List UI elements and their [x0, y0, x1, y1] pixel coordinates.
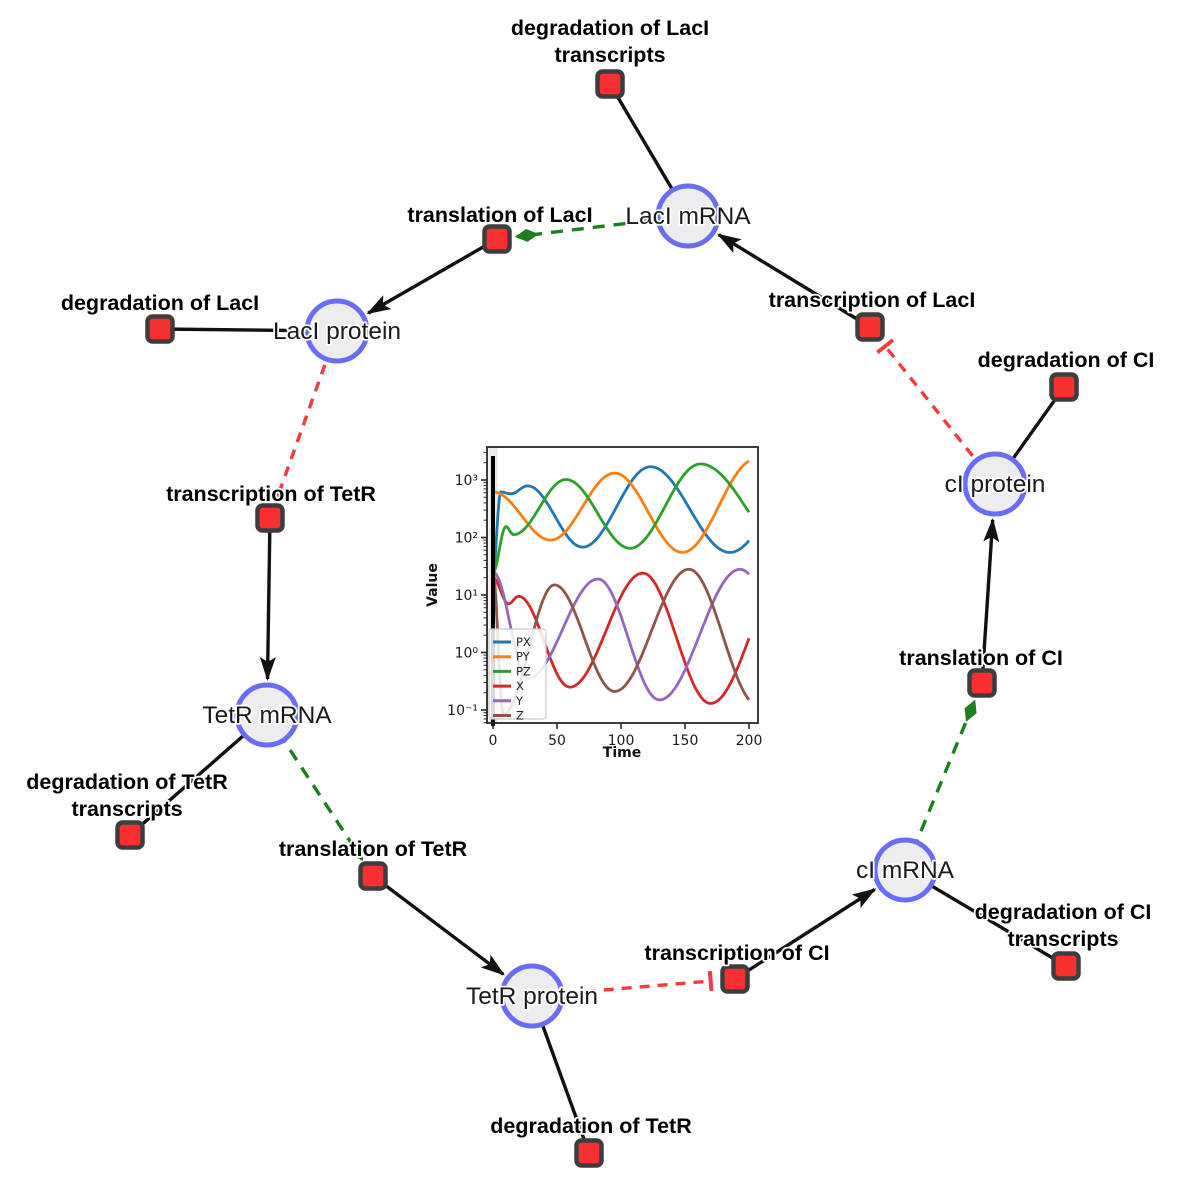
- chart-x-tick-label-0: 0: [489, 733, 498, 749]
- legend-box: [488, 628, 547, 720]
- chart-curve-Z: [491, 567, 751, 716]
- edge-inhibition-laci-protein-to-transcription-tetr: [268, 330, 339, 501]
- reaction-label-transcription-laci-line0: transcription of LacI: [769, 288, 976, 312]
- edge-product-translation-laci-to-laci-protein: [366, 237, 498, 315]
- reaction-node-translation-laci[interactable]: [482, 224, 512, 254]
- reaction-label-transcription-ci-line0: transcription of CI: [644, 941, 829, 965]
- chart-curve-X: [492, 571, 751, 705]
- reaction-node-deg-laci[interactable]: [145, 314, 175, 344]
- reaction-node-deg-ci[interactable]: [1049, 372, 1079, 402]
- chart-x-tick-label-1: 50: [548, 733, 566, 749]
- chart-x-tick-label-4: 200: [736, 733, 763, 749]
- reaction-label-translation-laci-line0: translation of LacI: [407, 203, 592, 227]
- edge-product-translation-ci-to-ci-protein: [980, 517, 1000, 684]
- labels-layer: LacI mRNA LacI protein TetR mRNA TetR prote…: [25, 14, 1157, 1140]
- chart-y-tick-label-2: 10¹: [455, 588, 478, 604]
- chart-curve-PY: [492, 459, 750, 554]
- reaction-label-deg-laci-transcripts-line0: degradation of LacI: [511, 16, 709, 40]
- species-label-laci-mrna: LacI mRNA: [625, 203, 751, 230]
- legend-item-X: X: [516, 679, 524, 693]
- species-label-laci-protein: LacI protein: [273, 318, 401, 345]
- reaction-node-translation-ci[interactable]: [967, 668, 997, 698]
- legend-item-PZ: PZ: [516, 664, 531, 678]
- species-node-tetr-mrna[interactable]: [234, 682, 300, 748]
- reaction-node-deg-tetr-transcripts[interactable]: [115, 820, 145, 850]
- reaction-label-deg-ci-transcripts-line0: degradation of CI: [975, 900, 1152, 924]
- chart-axes-box: [486, 446, 759, 724]
- legend-item-Z: Z: [516, 709, 524, 723]
- reaction-node-transcription-tetr[interactable]: [255, 503, 285, 533]
- species-label-tetr-protein: TetR protein: [466, 983, 598, 1010]
- edge-inhibition-tetr-protein-to-transcription-ci: [531, 970, 714, 998]
- legend-item-PX: PX: [516, 635, 531, 649]
- edge-product-translation-tetr-to-tetr-protein: [371, 874, 505, 976]
- species-label-tetr-mrna: TetR mRNA: [202, 702, 332, 729]
- chart-y-tick-label-0: 10⁻¹: [447, 703, 478, 719]
- edge-product-transcription-tetr-to-tetr-mrna: [259, 517, 276, 681]
- reaction-label-deg-tetr-line0: degradation of TetR: [490, 1114, 692, 1138]
- reaction-label-deg-tetr-transcripts-line0: degradation of TetR: [26, 770, 228, 794]
- species-node-laci-mrna[interactable]: [655, 183, 721, 249]
- reaction-node-transcription-ci[interactable]: [720, 964, 750, 994]
- reaction-label-translation-ci-line0: translation of CI: [899, 646, 1063, 670]
- reaction-node-deg-tetr[interactable]: [574, 1138, 604, 1168]
- reaction-label-deg-ci-transcripts-line1: transcripts: [1007, 927, 1118, 951]
- edge-inhibition-ci-protein-to-transcription-laci: [876, 338, 997, 486]
- chart-x-tick-label-2: 100: [608, 733, 635, 749]
- chart-y-axis-label: Value: [425, 563, 441, 607]
- chart-y-tick-label-3: 10²: [455, 531, 478, 547]
- nodes-layer: [115, 69, 1081, 1168]
- reaction-label-deg-ci-line0: degradation of CI: [978, 348, 1155, 372]
- edge-product-transcription-laci-to-laci-mrna: [716, 233, 871, 329]
- chart-x-axis-label: Time: [603, 745, 641, 761]
- species-node-laci-protein[interactable]: [304, 298, 370, 364]
- reaction-label-translation-tetr-line0: translation of TetR: [279, 837, 468, 861]
- reaction-node-deg-ci-transcripts[interactable]: [1051, 951, 1081, 981]
- reaction-node-transcription-laci[interactable]: [855, 312, 885, 342]
- edge-product-transcription-ci-to-ci-mrna: [734, 887, 877, 981]
- chart-x-tick-label-3: 150: [672, 733, 699, 749]
- reaction-node-translation-tetr[interactable]: [358, 861, 388, 891]
- reaction-label-transcription-tetr-line0: transcription of TetR: [166, 482, 376, 506]
- legend-item-PY: PY: [516, 650, 531, 664]
- legend-item-Y: Y: [515, 694, 524, 708]
- species-label-ci-protein: cI protein: [945, 471, 1046, 498]
- species-label-ci-mrna: cI mRNA: [856, 857, 955, 884]
- species-node-tetr-protein[interactable]: [499, 963, 565, 1029]
- species-node-ci-protein[interactable]: [962, 451, 1028, 517]
- reaction-label-deg-laci-line0: degradation of LacI: [61, 291, 259, 315]
- reaction-node-deg-laci-transcripts[interactable]: [595, 69, 625, 99]
- chart-curve-PX: [491, 465, 751, 573]
- chart-y-tick-label-4: 10³: [455, 473, 478, 489]
- chart-y-tick-label-1: 10⁰: [455, 646, 479, 662]
- chart-curve-PZ: [491, 462, 751, 574]
- reaction-label-deg-tetr-transcripts-line1: transcripts: [71, 797, 182, 821]
- reaction-label-deg-laci-transcripts-line1: transcripts: [554, 43, 665, 67]
- species-node-ci-mrna[interactable]: [872, 837, 938, 903]
